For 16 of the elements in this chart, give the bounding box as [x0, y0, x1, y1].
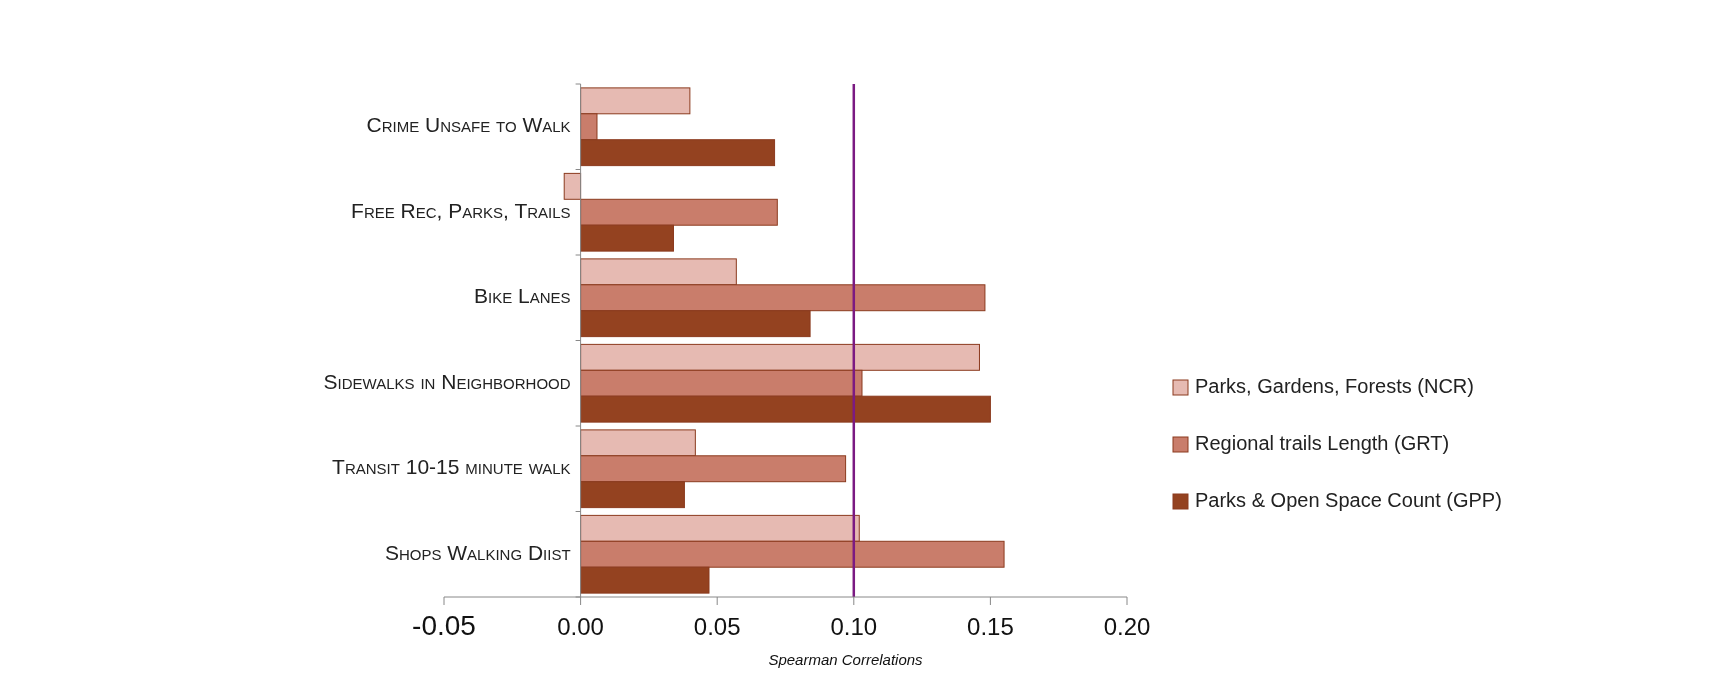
y-tick-label: Free Rec, Parks, Trails	[351, 198, 571, 222]
y-tick-label: Sidewalks in Neighborhood	[323, 369, 571, 393]
legend-label: Parks & Open Space Count (GPP)	[1195, 489, 1502, 512]
legend-label: Parks, Gardens, Forests (NCR)	[1195, 375, 1474, 398]
y-tick-label: Transit 10-15 minute walk	[332, 455, 571, 479]
x-tick-label: 0.10	[830, 613, 878, 640]
x-tick-label: 0.15	[967, 613, 1014, 640]
x-tick-label: 0.20	[1103, 613, 1151, 640]
x-tick-label: 0.05	[693, 613, 741, 640]
x-tick-label: 0.00	[557, 613, 604, 640]
x-axis-title: Spearman Correlations	[768, 651, 924, 668]
y-tick-label: Shops Walking Diist	[384, 540, 571, 564]
x-tick-label: -0.05	[412, 610, 476, 641]
legend-label: Regional trails Length (GRT)	[1195, 432, 1450, 455]
y-tick-label: Bike Lanes	[474, 284, 571, 308]
y-tick-label: Crime Unsafe to Walk	[366, 113, 571, 137]
